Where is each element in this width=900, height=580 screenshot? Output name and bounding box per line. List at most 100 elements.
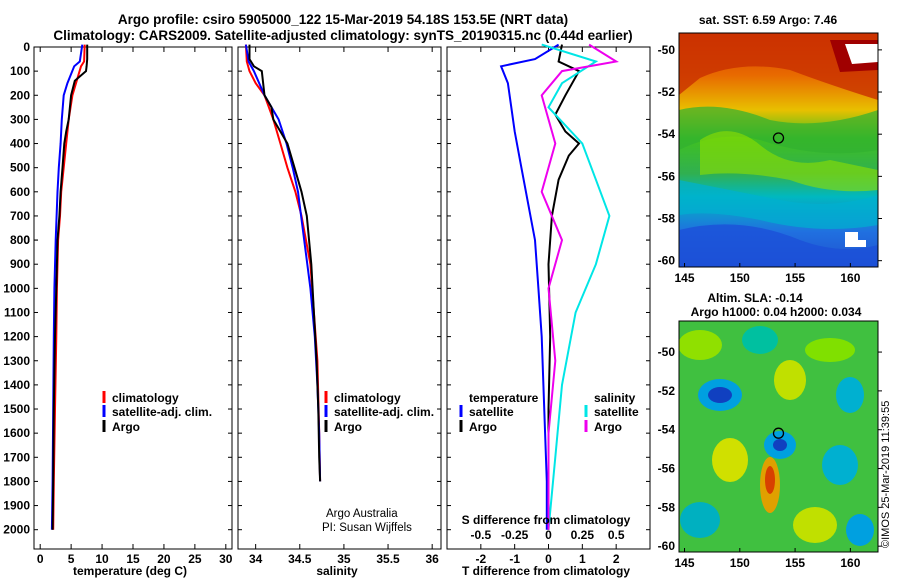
depth-tick-label: 1200 — [3, 330, 30, 344]
p1-xtick-label: 10 — [95, 552, 109, 566]
p2-xtick-label: 35 — [337, 552, 351, 566]
map-lat-tick-label: -58 — [658, 500, 676, 514]
p3-series-argo-temperature — [547, 44, 581, 530]
map-lon-tick-label: 145 — [675, 556, 695, 570]
depth-tick-label: 500 — [10, 161, 30, 175]
map-lon-tick-label: 150 — [730, 271, 750, 285]
depth-tick-label: 1400 — [3, 378, 30, 392]
legend-salinity-title: salinity — [594, 391, 636, 405]
salinity-legend-climatology: climatology — [334, 391, 401, 405]
depth-tick-label: 1600 — [3, 426, 30, 440]
salinity-panel: 34 34.5 35 35.5 36 salinity climatology sate… — [237, 44, 442, 578]
map-lon-tick-label: 155 — [785, 556, 805, 570]
map-lon-tick-label: 160 — [840, 556, 860, 570]
depth-tick-label: 1300 — [3, 354, 30, 368]
depth-tick-label: 1100 — [4, 305, 30, 319]
depth-tick-label: 1700 — [3, 450, 30, 464]
sla-map-subtitle: Argo h1000: 0.04 h2000: 0.034 — [691, 305, 862, 319]
legend-temperature-argo: Argo — [469, 420, 497, 434]
map-lon-tick-label: 145 — [675, 271, 695, 285]
p2-xtick-label: 36 — [425, 552, 439, 566]
map-lat-tick-label: -56 — [658, 462, 676, 476]
sla-map-frame — [678, 320, 879, 553]
p2-xtick-label: 34 — [249, 552, 263, 566]
sst-map-image — [679, 33, 878, 267]
depth-tick-label: 1500 — [3, 402, 30, 416]
s-diff-tick-label: 0.25 — [571, 528, 595, 542]
map-lat-tick-label: -58 — [658, 212, 676, 226]
map-lat-tick-label: -52 — [658, 85, 676, 99]
argo-australia-credit: Argo Australia — [326, 508, 398, 520]
p3-series-satellite-temperature — [499, 43, 560, 530]
p2-series-satellite-adj--clim- — [244, 44, 322, 482]
map-lon-tick-label: 155 — [785, 271, 805, 285]
p1-series-argo — [51, 44, 89, 530]
p3-xtick-label: 1 — [579, 552, 586, 566]
p1-xtick-label: 30 — [219, 552, 233, 566]
map-lat-tick-label: -52 — [658, 384, 676, 398]
salinity-legend-satellite: satellite-adj. clim. — [334, 405, 434, 419]
sla-argo-location-marker — [772, 427, 785, 439]
temperature-legend-argo: Argo — [112, 420, 140, 434]
imos-timestamp-credit: ©IMOS 25-Mar-2019 11:39:55 — [880, 401, 892, 548]
legend-salinity-argo: Argo — [594, 420, 622, 434]
legend-temperature-title: temperature — [469, 391, 539, 405]
difference-legend: temperature satellite Argo salinity sate… — [469, 391, 639, 434]
figure-title-line1: Argo profile: csiro 5905000_122 15-Mar-2… — [118, 12, 568, 27]
depth-tick-label: 300 — [10, 112, 30, 126]
p3-xtick-label: -1 — [509, 552, 520, 566]
depth-tick-label: 600 — [10, 185, 30, 199]
s-diff-tick-label: 0.5 — [608, 528, 625, 542]
map-lat-tick-label: -56 — [658, 169, 676, 183]
temperature-xlabel: temperature (deg C) — [73, 564, 187, 578]
s-difference-label: S difference from climatology — [462, 513, 631, 527]
sst-argo-location-marker — [772, 132, 785, 144]
p2-xtick-label: 35.5 — [376, 552, 400, 566]
salinity-legend: climatology satellite-adj. clim. Argo — [334, 391, 434, 434]
depth-tick-label: 1000 — [3, 281, 30, 295]
s-diff-tick-label: 0 — [545, 528, 552, 542]
temperature-legend: climatology satellite-adj. clim. Argo — [112, 391, 212, 434]
map-lat-tick-label: -60 — [658, 539, 676, 553]
depth-tick-label: 400 — [10, 137, 30, 151]
p2-series-argo — [248, 44, 322, 482]
sst-map-title: sat. SST: 6.59 Argo: 7.46 — [699, 13, 838, 27]
map-lat-tick-label: -50 — [658, 345, 676, 359]
s-diff-tick-label: -0.25 — [501, 528, 529, 542]
sla-map-panel: Altim. SLA: -0.14 Argo h1000: 0.04 h2000… — [658, 291, 892, 570]
sla-map-image — [679, 321, 878, 552]
sst-map-panel: sat. SST: 6.59 Argo: 7.46 145 150 155 160 -5… — [658, 13, 882, 285]
p3-xtick-label: 0 — [545, 552, 552, 566]
legend-temperature-satellite: satellite — [469, 405, 514, 419]
depth-tick-label: 0 — [23, 40, 30, 54]
p3-xtick-label: 2 — [613, 552, 620, 566]
salinity-panel-frame — [237, 46, 442, 550]
map-lat-tick-label: -50 — [658, 43, 676, 57]
temperature-panel-frame — [33, 46, 233, 550]
temperature-legend-climatology: climatology — [112, 391, 179, 405]
pi-credit: PI: Susan Wijffels — [322, 522, 412, 534]
depth-tick-label: 2000 — [3, 523, 30, 537]
p1-xtick-label: 25 — [188, 552, 202, 566]
p3-series-satellite-salinity — [541, 43, 611, 530]
p1-xtick-label: 20 — [157, 552, 171, 566]
depth-tick-label: 100 — [10, 64, 30, 78]
depth-tick-label: 1900 — [3, 499, 30, 513]
legend-salinity-satellite: satellite — [594, 405, 639, 419]
difference-xlabel: T difference from climatology — [462, 564, 630, 578]
p1-xtick-label: 15 — [126, 552, 140, 566]
depth-tick-label: 200 — [10, 88, 30, 102]
map-lat-tick-label: -60 — [658, 254, 676, 268]
temperature-legend-satellite: satellite-adj. clim. — [112, 405, 212, 419]
sst-map-frame — [678, 32, 879, 268]
salinity-xlabel: salinity — [316, 564, 358, 578]
depth-tick-label: 1800 — [3, 474, 30, 488]
s-diff-tick-label: -0.5 — [470, 528, 491, 542]
salinity-legend-argo: Argo — [334, 420, 362, 434]
figure-title-line2: Climatology: CARS2009. Satellite-adjuste… — [53, 28, 632, 43]
depth-tick-label: 700 — [10, 209, 30, 223]
difference-panel: -2 -1 0 1 2 T difference from climatology S … — [102, 43, 651, 578]
p1-xtick-label: 0 — [37, 552, 44, 566]
depth-tick-label: 900 — [10, 257, 30, 271]
